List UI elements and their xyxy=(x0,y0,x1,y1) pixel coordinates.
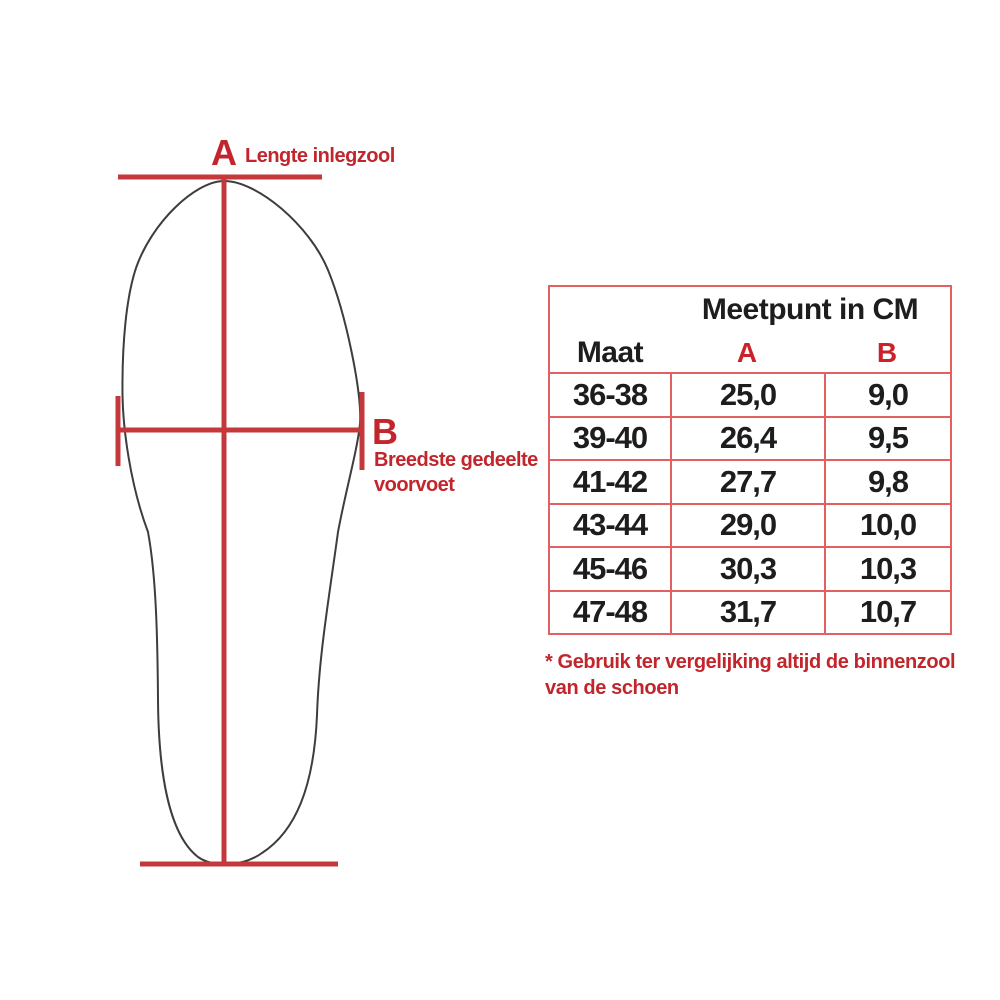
cell-a: 29,0 xyxy=(670,504,824,546)
insole-outline xyxy=(121,179,362,866)
size-table-header: Meetpunt in CM Maat A B xyxy=(550,287,950,372)
cell-maat: 47-48 xyxy=(572,594,648,630)
cell-b: 10,3 xyxy=(824,548,950,590)
cell-maat: 43-44 xyxy=(572,507,648,543)
label-b-caption-line2: voorvoet xyxy=(374,474,455,496)
size-table: Meetpunt in CM Maat A B 36-38 25,0 9,0 3… xyxy=(548,285,952,635)
table-row: 47-48 31,7 10,7 xyxy=(550,589,950,633)
cell-b: 9,8 xyxy=(824,461,950,503)
size-table-column-row: Maat A B xyxy=(550,333,950,372)
cell-maat: 45-46 xyxy=(572,550,648,586)
cell-b: 9,0 xyxy=(824,374,950,416)
cell-a: 30,3 xyxy=(670,548,824,590)
cell-b: 10,0 xyxy=(824,504,950,546)
table-row: 41-42 27,7 9,8 xyxy=(550,459,950,503)
cell-a: 25,0 xyxy=(670,374,824,416)
cell-a: 26,4 xyxy=(670,417,824,459)
size-table-body: 36-38 25,0 9,0 39-40 26,4 9,5 41-42 27,7… xyxy=(550,372,950,633)
label-a: A xyxy=(211,132,237,173)
cell-maat: 39-40 xyxy=(572,420,648,456)
label-b: B xyxy=(372,411,398,452)
table-row: 43-44 29,0 10,0 xyxy=(550,502,950,546)
size-table-title-row: Meetpunt in CM xyxy=(550,287,950,333)
table-row: 45-46 30,3 10,3 xyxy=(550,546,950,590)
cell-maat: 36-38 xyxy=(572,376,648,412)
cell-a: 31,7 xyxy=(670,591,824,633)
column-header-b: B xyxy=(876,336,898,368)
table-row: 39-40 26,4 9,5 xyxy=(550,415,950,459)
label-b-caption-line1: Breedste gedeelte xyxy=(374,449,538,471)
column-header-a: A xyxy=(736,336,758,368)
cell-a: 27,7 xyxy=(670,461,824,503)
footnote: * Gebruik ter vergelijking altijd de bin… xyxy=(545,651,956,699)
label-a-caption: Lengte inlegzool xyxy=(245,145,395,167)
column-header-maat: Maat xyxy=(576,335,644,369)
table-row: 36-38 25,0 9,0 xyxy=(550,372,950,416)
cell-maat: 41-42 xyxy=(572,463,648,499)
cell-b: 9,5 xyxy=(824,417,950,459)
size-table-title: Meetpunt in CM xyxy=(701,293,919,326)
cell-b: 10,7 xyxy=(824,591,950,633)
